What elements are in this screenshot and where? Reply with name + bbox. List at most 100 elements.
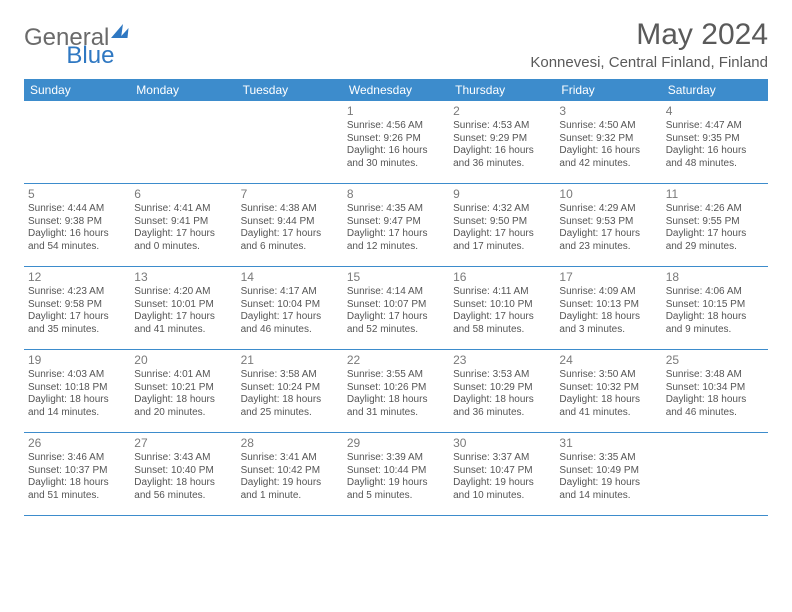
logo-triangle-icon xyxy=(120,28,129,38)
calendar-day-cell: 11Sunrise: 4:26 AMSunset: 9:55 PMDayligh… xyxy=(662,184,768,266)
day-detail-line: and 29 minutes. xyxy=(666,241,764,254)
calendar-day-cell: 27Sunrise: 3:43 AMSunset: 10:40 PMDaylig… xyxy=(130,433,236,515)
day-detail-line: Daylight: 17 hours xyxy=(134,311,232,324)
day-number: 31 xyxy=(559,436,657,451)
day-detail-line: Sunset: 10:47 PM xyxy=(453,465,551,478)
day-detail-line: and 0 minutes. xyxy=(134,241,232,254)
day-number: 7 xyxy=(241,187,339,202)
calendar-day-cell xyxy=(662,433,768,515)
weekday-header-row: SundayMondayTuesdayWednesdayThursdayFrid… xyxy=(24,79,768,101)
day-number: 17 xyxy=(559,270,657,285)
calendar-day-cell: 15Sunrise: 4:14 AMSunset: 10:07 PMDaylig… xyxy=(343,267,449,349)
day-number: 11 xyxy=(666,187,764,202)
calendar-day-cell: 2Sunrise: 4:53 AMSunset: 9:29 PMDaylight… xyxy=(449,101,555,183)
calendar-day-cell: 10Sunrise: 4:29 AMSunset: 9:53 PMDayligh… xyxy=(555,184,661,266)
day-number: 3 xyxy=(559,104,657,119)
weekday-header: Wednesday xyxy=(343,79,449,101)
day-detail-line: and 9 minutes. xyxy=(666,324,764,337)
day-detail-line: Daylight: 17 hours xyxy=(559,228,657,241)
day-detail-line: Sunset: 10:32 PM xyxy=(559,382,657,395)
day-detail-line: Sunrise: 4:20 AM xyxy=(134,286,232,299)
day-number: 22 xyxy=(347,353,445,368)
calendar-day-cell: 9Sunrise: 4:32 AMSunset: 9:50 PMDaylight… xyxy=(449,184,555,266)
day-detail-line: Daylight: 17 hours xyxy=(347,228,445,241)
day-detail-line: Daylight: 19 hours xyxy=(241,477,339,490)
day-detail-line: Daylight: 18 hours xyxy=(666,394,764,407)
day-detail-line: Daylight: 18 hours xyxy=(241,394,339,407)
calendar-day-cell xyxy=(237,101,343,183)
day-detail-line: Daylight: 19 hours xyxy=(559,477,657,490)
day-detail-line: Sunrise: 4:47 AM xyxy=(666,120,764,133)
day-detail-line: Daylight: 18 hours xyxy=(559,394,657,407)
day-detail-line: Sunset: 10:37 PM xyxy=(28,465,126,478)
day-detail-line: Sunset: 10:29 PM xyxy=(453,382,551,395)
day-detail-line: Sunrise: 3:48 AM xyxy=(666,369,764,382)
day-detail-line: Sunset: 10:15 PM xyxy=(666,299,764,312)
header: General Blue May 2024 Konnevesi, Central… xyxy=(24,18,768,71)
calendar-day-cell: 19Sunrise: 4:03 AMSunset: 10:18 PMDaylig… xyxy=(24,350,130,432)
day-number: 24 xyxy=(559,353,657,368)
calendar-week-row: 1Sunrise: 4:56 AMSunset: 9:26 PMDaylight… xyxy=(24,101,768,184)
day-detail-line: Daylight: 19 hours xyxy=(453,477,551,490)
day-detail-line: Daylight: 17 hours xyxy=(134,228,232,241)
day-number: 4 xyxy=(666,104,764,119)
day-detail-line: Sunset: 9:50 PM xyxy=(453,216,551,229)
month-title: May 2024 xyxy=(530,18,768,52)
calendar-day-cell: 3Sunrise: 4:50 AMSunset: 9:32 PMDaylight… xyxy=(555,101,661,183)
day-detail-line: Sunrise: 4:38 AM xyxy=(241,203,339,216)
day-number: 18 xyxy=(666,270,764,285)
day-number: 29 xyxy=(347,436,445,451)
calendar-week-row: 19Sunrise: 4:03 AMSunset: 10:18 PMDaylig… xyxy=(24,350,768,433)
day-detail-line: Daylight: 19 hours xyxy=(347,477,445,490)
weekday-header: Monday xyxy=(130,79,236,101)
day-number: 30 xyxy=(453,436,551,451)
calendar-day-cell: 30Sunrise: 3:37 AMSunset: 10:47 PMDaylig… xyxy=(449,433,555,515)
day-detail-line: and 23 minutes. xyxy=(559,241,657,254)
day-detail-line: Sunset: 9:47 PM xyxy=(347,216,445,229)
day-detail-line: and 3 minutes. xyxy=(559,324,657,337)
day-detail-line: Sunset: 9:35 PM xyxy=(666,133,764,146)
calendar-day-cell: 24Sunrise: 3:50 AMSunset: 10:32 PMDaylig… xyxy=(555,350,661,432)
day-detail-line: and 30 minutes. xyxy=(347,158,445,171)
day-detail-line: Daylight: 17 hours xyxy=(453,311,551,324)
day-detail-line: Sunrise: 4:32 AM xyxy=(453,203,551,216)
day-detail-line: Sunset: 10:13 PM xyxy=(559,299,657,312)
day-detail-line: and 56 minutes. xyxy=(134,490,232,503)
weekday-header: Thursday xyxy=(449,79,555,101)
day-number: 15 xyxy=(347,270,445,285)
day-detail-line: Sunrise: 4:35 AM xyxy=(347,203,445,216)
calendar-day-cell: 6Sunrise: 4:41 AMSunset: 9:41 PMDaylight… xyxy=(130,184,236,266)
day-detail-line: and 52 minutes. xyxy=(347,324,445,337)
weekday-header: Friday xyxy=(555,79,661,101)
day-detail-line: Sunrise: 4:14 AM xyxy=(347,286,445,299)
day-detail-line: Daylight: 17 hours xyxy=(241,311,339,324)
day-detail-line: and 35 minutes. xyxy=(28,324,126,337)
day-detail-line: Sunrise: 3:53 AM xyxy=(453,369,551,382)
day-detail-line: and 36 minutes. xyxy=(453,158,551,171)
calendar: SundayMondayTuesdayWednesdayThursdayFrid… xyxy=(24,79,768,516)
day-number: 1 xyxy=(347,104,445,119)
day-detail-line: Sunset: 10:40 PM xyxy=(134,465,232,478)
calendar-day-cell: 20Sunrise: 4:01 AMSunset: 10:21 PMDaylig… xyxy=(130,350,236,432)
day-detail-line: Sunset: 10:49 PM xyxy=(559,465,657,478)
day-detail-line: and 46 minutes. xyxy=(666,407,764,420)
day-detail-line: and 6 minutes. xyxy=(241,241,339,254)
day-detail-line: Sunset: 10:34 PM xyxy=(666,382,764,395)
day-detail-line: Sunrise: 4:23 AM xyxy=(28,286,126,299)
day-detail-line: Daylight: 16 hours xyxy=(453,145,551,158)
day-detail-line: Sunrise: 4:44 AM xyxy=(28,203,126,216)
day-detail-line: Sunrise: 4:17 AM xyxy=(241,286,339,299)
day-number: 2 xyxy=(453,104,551,119)
calendar-week-row: 12Sunrise: 4:23 AMSunset: 9:58 PMDayligh… xyxy=(24,267,768,350)
calendar-day-cell: 18Sunrise: 4:06 AMSunset: 10:15 PMDaylig… xyxy=(662,267,768,349)
day-detail-line: Sunset: 10:21 PM xyxy=(134,382,232,395)
calendar-day-cell xyxy=(24,101,130,183)
day-detail-line: Daylight: 16 hours xyxy=(347,145,445,158)
day-detail-line: and 41 minutes. xyxy=(134,324,232,337)
day-number: 28 xyxy=(241,436,339,451)
day-number: 9 xyxy=(453,187,551,202)
day-detail-line: Sunrise: 3:50 AM xyxy=(559,369,657,382)
calendar-day-cell: 14Sunrise: 4:17 AMSunset: 10:04 PMDaylig… xyxy=(237,267,343,349)
day-detail-line: and 48 minutes. xyxy=(666,158,764,171)
day-detail-line: Daylight: 17 hours xyxy=(666,228,764,241)
